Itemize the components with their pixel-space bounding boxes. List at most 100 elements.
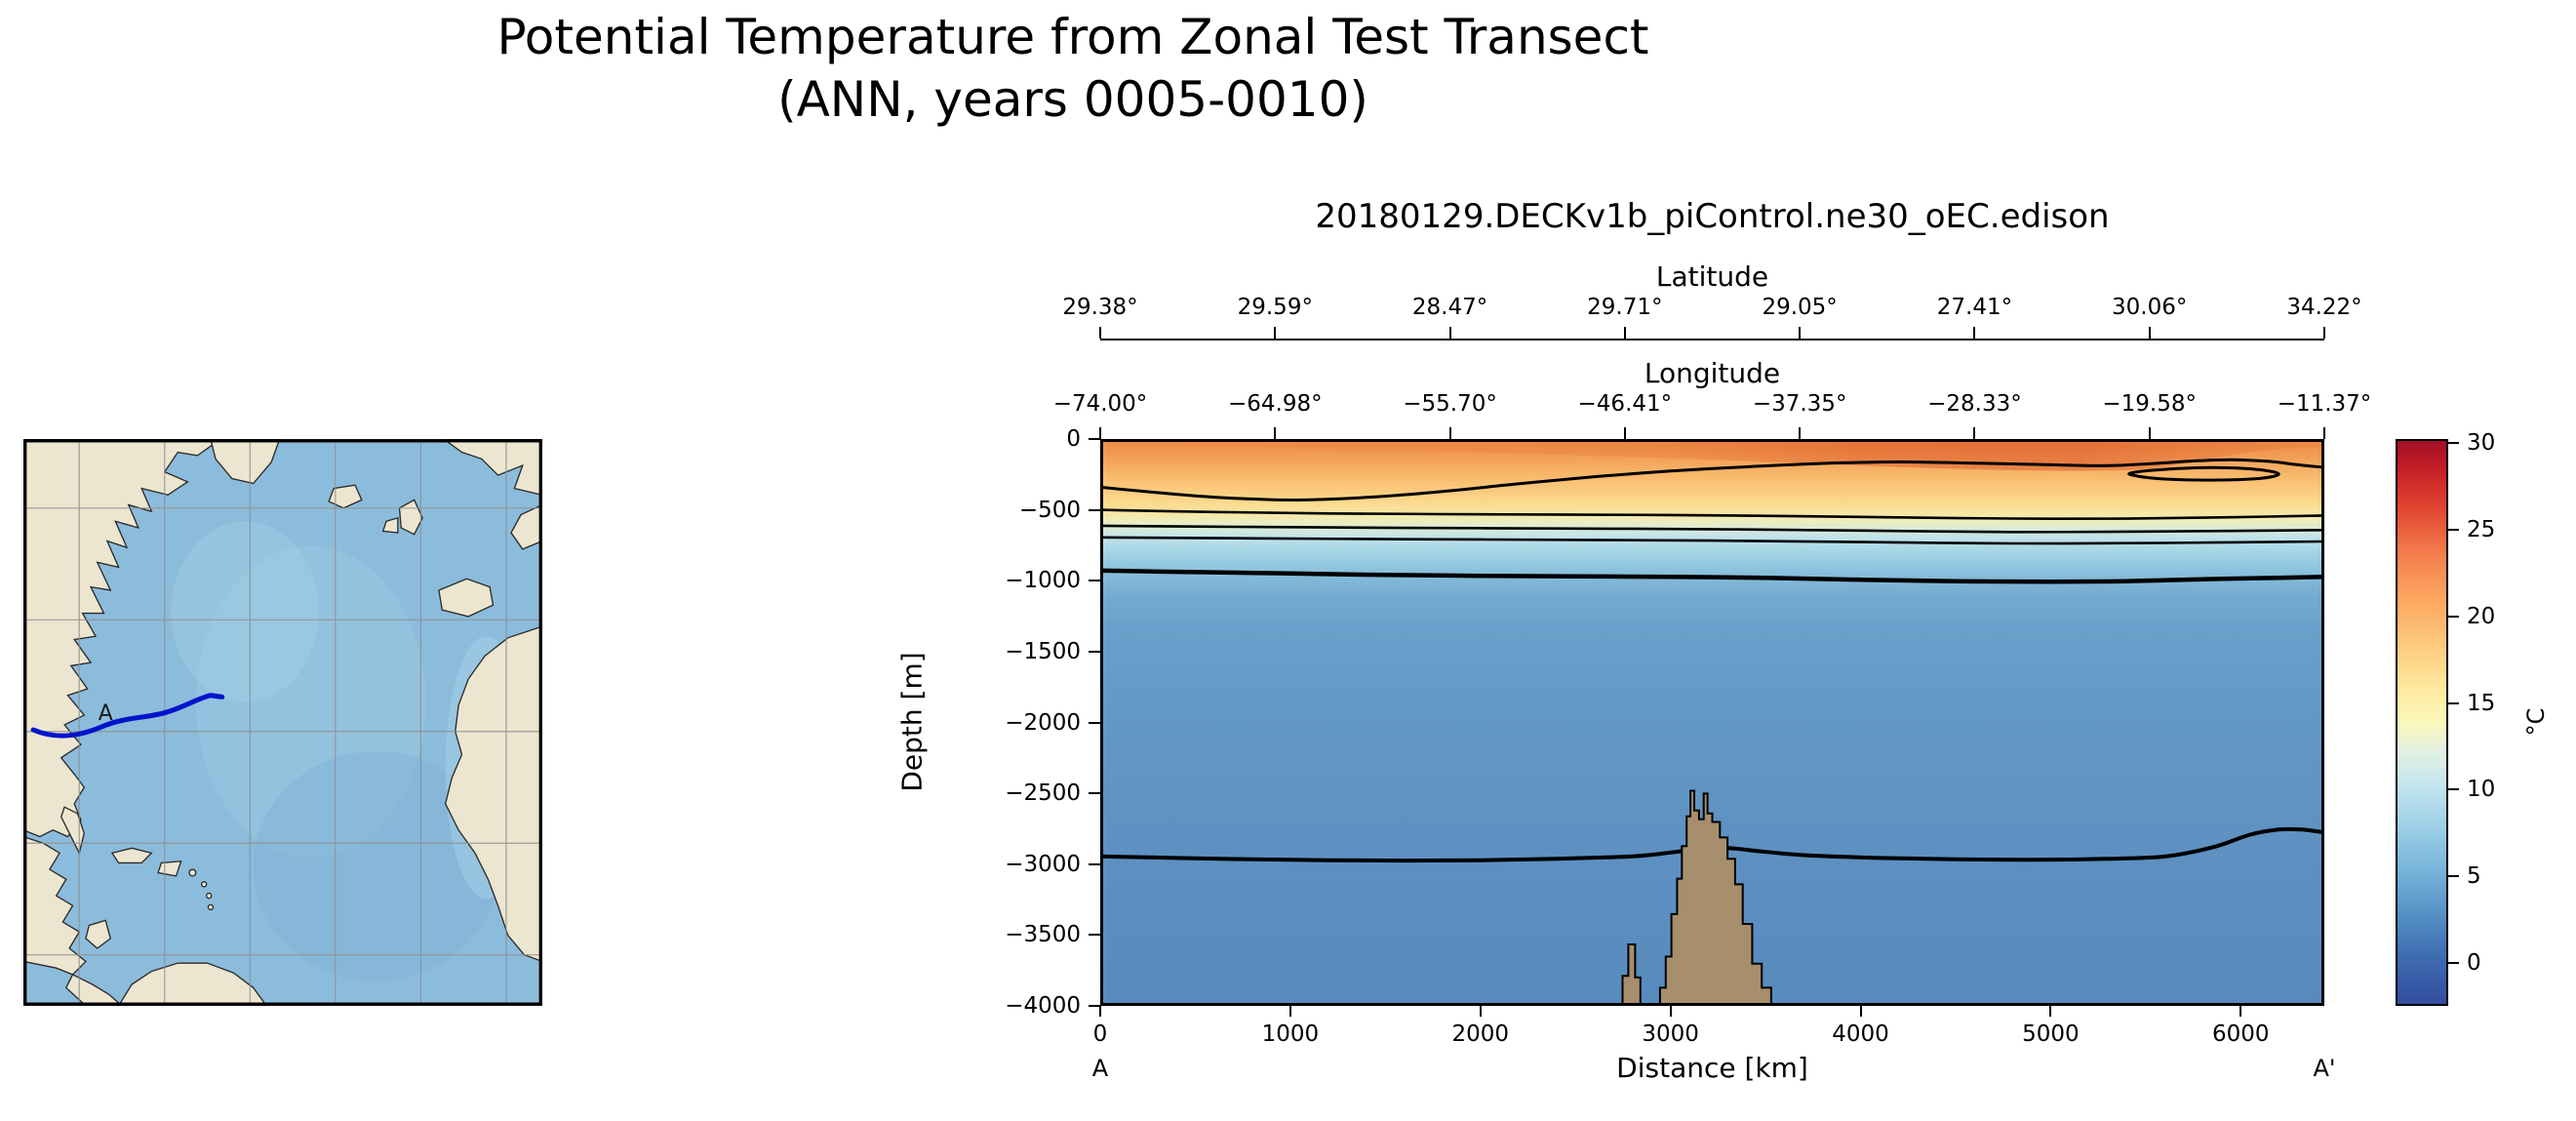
latitude-tick-mark: [1799, 327, 1802, 339]
colorbar-tick-mark: [2448, 529, 2459, 532]
depth-tick-label: −500: [1018, 497, 1081, 523]
colorbar-frame: [2396, 439, 2448, 1006]
latitude-tick-label: 29.05°: [1762, 295, 1838, 320]
temperature-contour: [1100, 826, 2324, 863]
colorbar-tick-mark: [2448, 442, 2459, 445]
longitude-tick-label: −28.33°: [1927, 391, 2022, 417]
depth-tick-label: −1500: [1005, 638, 1081, 664]
depth-axis-label: Depth [m]: [895, 652, 929, 792]
latitude-tick-mark: [1623, 327, 1626, 339]
longitude-tick-mark: [1448, 427, 1451, 439]
plot-frame: [1100, 439, 2324, 1006]
colorbar-unit-label: °C: [2522, 707, 2550, 737]
colorbar-tick-mark: [2448, 615, 2459, 618]
longitude-tick-mark: [1973, 427, 1976, 439]
endpoint-end-label: A': [2313, 1055, 2336, 1082]
longitude-tick-label: −19.58°: [2102, 391, 2198, 417]
depth-tick-label: −1000: [1005, 568, 1081, 594]
longitude-tick-label: −64.98°: [1227, 391, 1323, 417]
distance-tick-mark: [2049, 1006, 2052, 1017]
longitude-tick-label: −11.37°: [2277, 391, 2372, 417]
longitude-tick-label: −55.70°: [1403, 391, 1497, 417]
contour-lines-group: [1100, 458, 2324, 863]
colorbar-tick-label: 5: [2467, 862, 2481, 889]
longitude-tick-mark: [2323, 427, 2325, 439]
colorbar-tick-label: 15: [2467, 690, 2496, 716]
latitude-tick-label: 29.71°: [1587, 295, 1663, 320]
longitude-tick-mark: [1623, 427, 1626, 439]
temperature-section-plot: [1100, 439, 2324, 1006]
temperature-contour: [1100, 568, 2324, 584]
distance-tick-label: 4000: [1832, 1021, 1889, 1047]
colorbar: [2396, 439, 2448, 1006]
longitude-tick-label: −74.00°: [1052, 391, 1148, 417]
depth-tick-mark: [1089, 862, 1100, 865]
case-title: 20180129.DECKv1b_piControl.ne30_oEC.edis…: [1315, 197, 2110, 236]
figure-title: Potential Temperature from Zonal Test Tr…: [371, 6, 1775, 131]
map-frame: [23, 439, 542, 1006]
longitude-axis-title: Longitude: [1644, 357, 1781, 389]
depth-tick-mark: [1089, 721, 1100, 724]
distance-tick-label: 5000: [2022, 1021, 2080, 1047]
latitude-tick-label: 27.41°: [1936, 295, 2013, 320]
map-grid: [23, 439, 542, 1006]
latitude-tick-label: 28.47°: [1411, 295, 1488, 320]
temperature-contour: [1100, 508, 2324, 521]
depth-tick-mark: [1089, 792, 1100, 795]
distance-tick-label: 1000: [1261, 1021, 1320, 1047]
colorbar-tick-label: 0: [2467, 949, 2481, 976]
colorbar-tick-mark: [2448, 961, 2459, 964]
longitude-tick-label: −46.41°: [1577, 391, 1673, 417]
temperature-contour: [2127, 465, 2280, 482]
distance-tick-mark: [1479, 1006, 1482, 1017]
depth-tick-label: −2500: [1005, 781, 1081, 807]
latitude-axis-spine: [1100, 339, 2324, 340]
depth-tick-mark: [1089, 438, 1100, 440]
colorbar-tick-label: 20: [2467, 603, 2496, 629]
longitude-tick-label: −37.35°: [1752, 391, 1847, 417]
colorbar-tick-label: 10: [2467, 777, 2496, 803]
depth-tick-label: −2000: [1005, 709, 1081, 736]
colorbar-tick-mark: [2448, 788, 2459, 791]
distance-tick-mark: [1669, 1006, 1672, 1017]
distance-tick-label: 2000: [1451, 1021, 1510, 1047]
latitude-axis-title: Latitude: [1655, 260, 1769, 293]
latitude-tick-mark: [2323, 327, 2325, 339]
temperature-contour: [1100, 458, 2324, 501]
latitude-tick-mark: [1099, 327, 1101, 339]
depth-tick-label: −4000: [1005, 993, 1081, 1019]
depth-tick-label: −3000: [1005, 851, 1081, 877]
distance-tick-mark: [1288, 1006, 1291, 1017]
latitude-tick-label: 34.22°: [2286, 295, 2362, 320]
colorbar-tick-label: 30: [2467, 430, 2496, 457]
colorbar-tick-mark: [2448, 874, 2459, 877]
latitude-tick-mark: [1448, 327, 1451, 339]
distance-axis-label: Distance [km]: [1616, 1052, 1808, 1084]
depth-tick-mark: [1089, 934, 1100, 937]
locator-map: A: [23, 439, 542, 1006]
longitude-tick-mark: [1274, 427, 1277, 439]
bathymetry-group: [1621, 789, 1772, 1006]
transect-line: [30, 693, 225, 739]
figure-title-line1: Potential Temperature from Zonal Test Tr…: [496, 9, 1649, 65]
longitude-tick-mark: [1099, 427, 1101, 439]
endpoint-start-label: A: [1091, 1055, 1109, 1082]
distance-tick-label: 0: [1092, 1021, 1108, 1047]
distance-tick-label: 3000: [1642, 1021, 1699, 1047]
transect-start-label: A: [99, 701, 113, 726]
latitude-tick-label: 30.06°: [2112, 295, 2188, 320]
temperature-contour: [1100, 524, 2324, 534]
latitude-tick-mark: [1973, 327, 1976, 339]
colorbar-gradient: [2396, 439, 2448, 1006]
bathymetry-small-peak: [1621, 943, 1642, 1006]
depth-tick-mark: [1089, 580, 1100, 582]
depth-tick-mark: [1089, 508, 1100, 511]
colorbar-tick-mark: [2448, 701, 2459, 704]
temperature-contour: [1100, 536, 2324, 545]
depth-tick-label: −3500: [1005, 922, 1081, 948]
longitude-tick-mark: [1799, 427, 1802, 439]
distance-tick-mark: [1859, 1006, 1862, 1017]
figure-title-line2: (ANN, years 0005-0010): [777, 71, 1368, 128]
depth-tick-mark: [1089, 1005, 1100, 1007]
